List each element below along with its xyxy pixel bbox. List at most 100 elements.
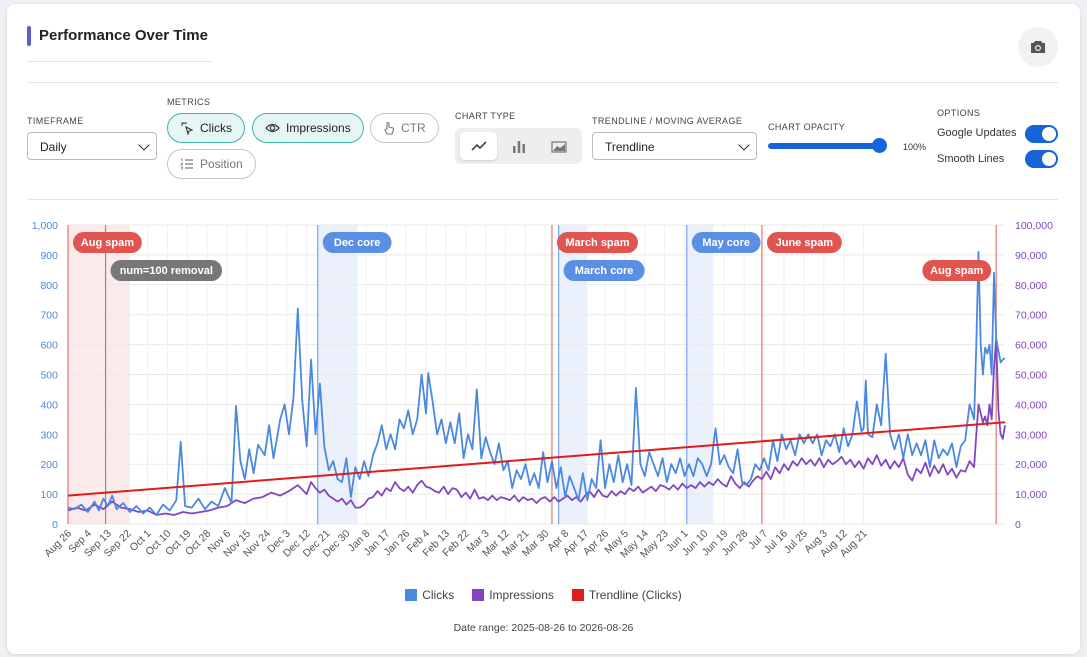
update-label-pill (691, 232, 761, 253)
legend-swatch-trendline (571, 589, 584, 601)
date-range-text: Date range: 2025-08-26 to 2026-08-26 (453, 622, 634, 634)
eye-icon (265, 123, 280, 133)
camera-icon (1031, 41, 1045, 53)
update-label-pill (922, 260, 992, 281)
legend-label-trendline: Trendline (Clicks) (588, 588, 682, 602)
google-updates-label: Google Updates (937, 127, 1017, 139)
legend-label-clicks: Clicks (422, 588, 455, 602)
performance-chart: 0 100 200 300 400 500 600 700 800 900 1,000 0 10,000… (32, 220, 1053, 560)
update-label-pill (73, 232, 142, 253)
update-label-text: March core (575, 265, 634, 277)
chart-type-area-button[interactable] (540, 132, 577, 160)
metric-impressions-label: Impressions (286, 121, 351, 135)
update-label-text: May core (702, 237, 750, 249)
update-label-text: March spam (565, 237, 629, 249)
y-left-tick-label: 200 (40, 459, 58, 471)
area-chart-icon (550, 140, 567, 153)
y-left-tick-label: 900 (40, 250, 58, 262)
timeframe-label: TIMEFRAME (27, 116, 84, 126)
y-left-tick-label: 0 (52, 519, 58, 531)
y-right-tick-label: 90,000 (1015, 250, 1047, 262)
update-label-text: June spam (776, 237, 834, 249)
opacity-label: CHART OPACITY (768, 122, 846, 132)
update-label: June spam (766, 232, 842, 253)
performance-card: Performance Over Time TIMEFRAME Daily ME… (7, 4, 1080, 654)
opacity-slider-track[interactable] (768, 143, 886, 149)
y-right-tick-label: 60,000 (1015, 340, 1047, 352)
y-left-tick-label: 600 (40, 340, 58, 352)
legend-item-clicks[interactable]: Clicks (405, 588, 454, 602)
divider (27, 82, 1058, 83)
y-right-tick-label: 40,000 (1015, 399, 1047, 411)
update-label-text: Aug spam (81, 237, 134, 249)
y-left-tick-label: 700 (40, 310, 58, 322)
trendline-value: Trendline (605, 140, 655, 154)
chart-type-bar-button[interactable] (500, 132, 537, 160)
metric-ctr-label: CTR (401, 121, 426, 135)
metric-clicks-label: Clicks (200, 121, 232, 135)
y-left-tick-label: 800 (40, 280, 58, 292)
title-accent-bar (27, 26, 31, 46)
pointer-hand-icon (384, 121, 395, 135)
chevron-down-icon (138, 139, 150, 151)
metric-ctr-chip[interactable]: CTR (370, 113, 439, 143)
divider (27, 199, 1058, 200)
trendline-select[interactable]: Trendline (592, 132, 757, 160)
update-label: Dec core (322, 232, 392, 253)
series-line-clicks (67, 251, 1006, 516)
chevron-down-icon (738, 139, 750, 151)
update-label: Aug spam (922, 260, 992, 281)
update-label: Aug spam (73, 232, 142, 253)
y-right-tick-label: 10,000 (1015, 489, 1047, 501)
update-label-pill (766, 232, 842, 253)
update-label: March core (563, 260, 645, 281)
trendline-label: TRENDLINE / MOVING AVERAGE (592, 116, 743, 126)
series-line-trendline (67, 421, 1006, 497)
y-right-tick-label: 100,000 (1015, 220, 1053, 232)
timeframe-value: Daily (40, 140, 67, 154)
metrics-label: METRICS (167, 97, 211, 107)
y-right-tick-label: 70,000 (1015, 310, 1047, 322)
metric-position-label: Position (200, 157, 243, 171)
line-chart-icon (470, 141, 487, 151)
update-label-pill (322, 232, 392, 253)
timeframe-select[interactable]: Daily (27, 132, 157, 160)
y-right-tick-label: 30,000 (1015, 429, 1047, 441)
cursor-click-icon (181, 122, 194, 135)
chart-type-label: CHART TYPE (455, 111, 516, 121)
y-right-tick-label: 0 (1015, 519, 1021, 531)
smooth-lines-toggle[interactable] (1025, 150, 1058, 168)
google-updates-toggle[interactable] (1025, 125, 1058, 143)
chart-type-line-button[interactable] (460, 132, 497, 160)
series-line-impressions (67, 337, 1006, 516)
chart-legend: Clicks Impressions Trendline (Clicks) (7, 588, 1080, 602)
update-label: num=100 removal (110, 260, 223, 281)
y-left-tick-label: 500 (40, 370, 58, 382)
update-label: March spam (556, 232, 638, 253)
opacity-value: 100% (903, 142, 927, 152)
title-block: Performance Over Time (27, 26, 211, 62)
screenshot-button[interactable] (1018, 27, 1058, 67)
metric-position-chip[interactable]: Position (167, 149, 256, 179)
legend-item-trendline[interactable]: Trendline (Clicks) (571, 588, 682, 602)
metric-clicks-chip[interactable]: Clicks (167, 113, 245, 143)
metric-impressions-chip[interactable]: Impressions (252, 113, 364, 143)
update-label-text: Dec core (334, 237, 380, 249)
update-label-text: Aug spam (930, 265, 983, 277)
page-title: Performance Over Time (39, 27, 208, 44)
y-left-tick-label: 300 (40, 429, 58, 441)
opacity-slider-handle[interactable] (872, 138, 887, 153)
update-label-pill (563, 260, 645, 281)
legend-item-impressions[interactable]: Impressions (472, 588, 554, 602)
smooth-lines-label: Smooth Lines (937, 153, 1005, 165)
update-label-pill (110, 260, 223, 281)
update-label-pill (556, 232, 638, 253)
y-right-tick-label: 80,000 (1015, 280, 1047, 292)
y-left-tick-label: 400 (40, 399, 58, 411)
y-right-tick-label: 20,000 (1015, 459, 1047, 471)
y-left-tick-label: 100 (40, 489, 58, 501)
y-right-tick-label: 50,000 (1015, 370, 1047, 382)
legend-swatch-clicks (405, 589, 418, 601)
legend-label-impressions: Impressions (489, 588, 554, 602)
legend-swatch-impressions (472, 589, 485, 601)
